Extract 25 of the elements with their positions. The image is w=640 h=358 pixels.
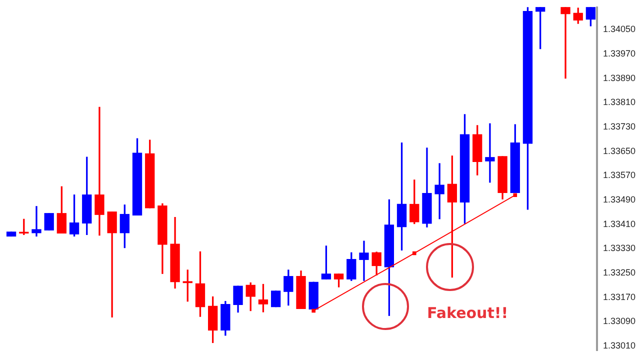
y-tick-label: 1.33570 (603, 170, 636, 180)
candlestick (94, 106, 104, 236)
y-tick-label: 1.34050 (603, 24, 636, 34)
candlestick (485, 123, 495, 183)
y-tick-label: 1.33170 (603, 292, 636, 302)
y-tick-label: 1.33890 (603, 72, 636, 83)
y-tick-label: 1.33330 (603, 243, 636, 254)
point (312, 308, 316, 313)
y-tick-label: 1.33490 (603, 194, 636, 204)
y-tick-label: 1.33010 (603, 340, 636, 351)
y-tick-label: 1.33730 (603, 121, 636, 132)
y-tick-label: 1.33810 (603, 97, 636, 108)
point (513, 193, 518, 198)
y-tick-label: 1.33650 (603, 146, 636, 156)
candlestick (560, 7, 570, 79)
annotation: Fakeout!! (427, 304, 508, 322)
y-tick-label: 1.33410 (603, 218, 636, 229)
candlestick (434, 163, 444, 220)
y-tick-label: 1.33090 (603, 316, 636, 326)
candlestick (359, 240, 369, 281)
y-tick-label: 1.33970 (603, 48, 636, 58)
candlestick (32, 206, 42, 237)
candlestick (107, 212, 117, 318)
point (412, 251, 416, 256)
y-tick-label: 1.33250 (603, 268, 636, 278)
